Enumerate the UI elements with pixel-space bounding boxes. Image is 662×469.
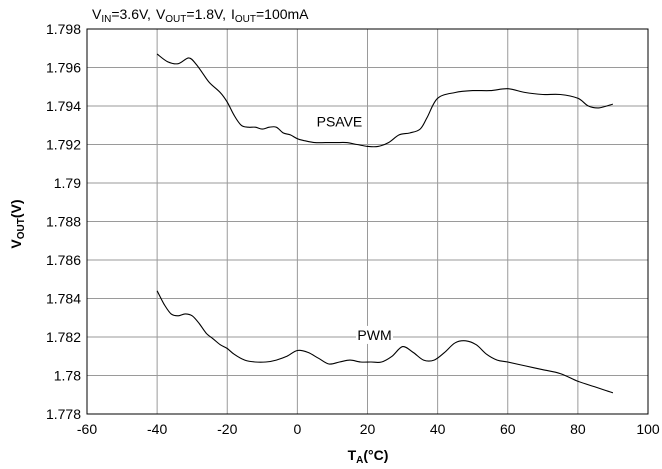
y-tick-label-3: 1.784 [46,291,81,307]
series-layer: PSAVE PWM [156,53,614,394]
series-label-psave: PSAVE [317,113,363,129]
x-tick-label-2: -20 [217,421,237,437]
y-tick-label-2: 1.782 [46,329,81,345]
series-line-pwm [156,290,614,394]
y-tick-label-7: 1.792 [46,137,81,153]
y-tick-label-1: 1.78 [54,368,81,384]
series-label-pwm: PWM [357,327,391,343]
x-tick-label-4: 20 [360,421,376,437]
series-label-bg-psave [311,112,367,131]
series-label-bg-pwm [356,325,394,344]
y-tick-labels: 1.778 1.78 1.782 1.784 1.786 1.788 1.79 1.792 1.… [46,21,81,422]
x-tick-label-6: 60 [500,421,516,437]
x-tick-label-8: 100 [636,421,660,437]
x-tick-labels: -60 -40 -20 0 20 40 60 80 100 [77,421,660,437]
test-conditions: VIN=3.6V, VOUT=1.8V, IOUT=100mA [92,6,309,25]
plot-frame [86,28,649,415]
x-tick-label-3: 0 [293,421,301,437]
y-tick-label-0: 1.778 [46,406,81,422]
x-axis-title: TA(°C) [348,447,389,466]
x-tick-label-7: 80 [570,421,586,437]
y-tick-label-9: 1.796 [46,60,81,76]
y-tick-label-4: 1.786 [46,252,81,268]
x-tick-label-1: -40 [147,421,167,437]
y-tick-label-8: 1.794 [46,98,81,114]
x-tick-label-0: -60 [77,421,97,437]
y-tick-label-6: 1.79 [54,175,81,191]
grid [86,28,649,415]
x-tick-label-5: 40 [430,421,446,437]
y-axis-title: VOUT(V) [8,199,27,248]
y-tick-label-5: 1.788 [46,214,81,230]
y-tick-label-10: 1.798 [46,21,81,37]
series-line-psave [156,53,614,148]
